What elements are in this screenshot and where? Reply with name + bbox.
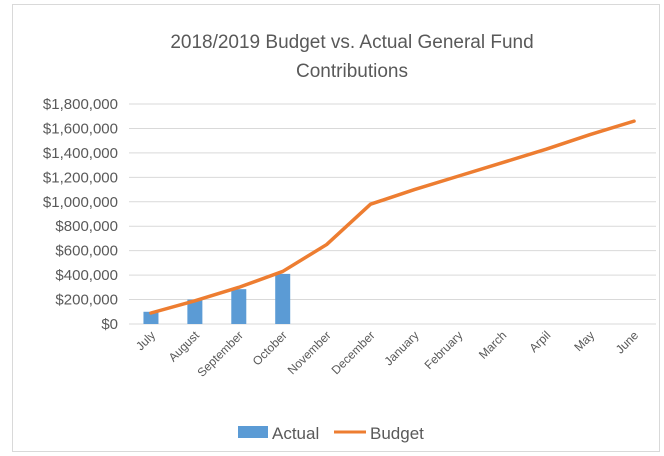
x-tick-label: December [329, 328, 378, 377]
x-tick-label: February [422, 328, 466, 372]
legend: Actual Budget [238, 424, 424, 443]
x-tick-label: January [381, 328, 421, 368]
legend-swatch-actual [238, 426, 268, 438]
y-tick-label: $600,000 [55, 243, 118, 260]
y-tick-label: $400,000 [55, 267, 118, 284]
y-axis-ticks: $0 $200,000 $400,000 $600,000 $800,000 $1,000… [43, 96, 118, 333]
x-tick-label: October [250, 328, 290, 368]
actual-bars [143, 273, 291, 324]
chart-frame [12, 4, 660, 452]
y-tick-label: $0 [101, 316, 118, 333]
x-tick-label: March [476, 328, 509, 361]
y-tick-label: $1,600,000 [43, 120, 118, 137]
line-budget [149, 119, 636, 315]
x-tick-label: June [613, 328, 642, 357]
y-tick-label: $1,000,000 [43, 194, 118, 211]
x-tick-label: May [571, 328, 597, 354]
y-tick-label: $1,400,000 [43, 145, 118, 162]
y-tick-label: $1,800,000 [43, 96, 118, 113]
x-tick-label: September [195, 328, 246, 379]
bar-actual [231, 289, 247, 324]
bar-actual [143, 311, 159, 324]
legend-label-budget: Budget [370, 424, 424, 443]
budget-line [149, 119, 636, 315]
chart-title-line-1: 2018/2019 Budget vs. Actual General Fund [170, 32, 533, 53]
gridlines [129, 103, 656, 325]
y-tick-label: $200,000 [55, 292, 118, 309]
y-tick-label: $1,200,000 [43, 169, 118, 186]
x-tick-label: Arpil [526, 328, 553, 355]
y-tick-label: $800,000 [55, 218, 118, 235]
x-tick-label: July [133, 328, 158, 353]
x-tick-label: August [166, 328, 203, 365]
bar-actual [275, 273, 291, 324]
bar-actual [187, 299, 203, 324]
chart-title-line-2: Contributions [296, 61, 408, 82]
legend-label-actual: Actual [272, 424, 319, 443]
x-tick-label: November [285, 328, 334, 377]
